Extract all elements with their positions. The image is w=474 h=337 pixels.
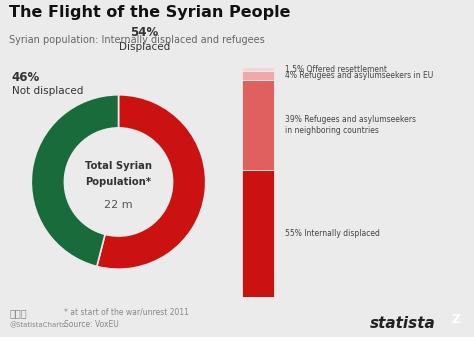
- Text: 1.5% Offered resettlement: 1.5% Offered resettlement: [285, 65, 387, 73]
- Wedge shape: [31, 95, 118, 267]
- Text: Total Syrian: Total Syrian: [85, 161, 152, 171]
- Text: * at start of the war/unrest 2011: * at start of the war/unrest 2011: [64, 307, 189, 316]
- Text: ⓒⓘⓢ: ⓒⓘⓢ: [9, 308, 27, 318]
- Text: 39% Refugees and asylumseekers
in neighboring countries: 39% Refugees and asylumseekers in neighb…: [285, 115, 416, 135]
- Text: Z: Z: [452, 313, 461, 326]
- Bar: [242, 170, 274, 297]
- Text: Source: VoxEU: Source: VoxEU: [64, 319, 119, 329]
- Wedge shape: [97, 95, 206, 269]
- Text: @StatistaCharts: @StatistaCharts: [9, 321, 66, 328]
- Bar: [242, 71, 274, 80]
- Bar: [242, 80, 274, 170]
- Text: 54%: 54%: [130, 26, 159, 39]
- Text: 46%: 46%: [12, 71, 40, 84]
- Text: Syrian population: Internally displaced and refugees: Syrian population: Internally displaced …: [9, 35, 265, 45]
- Text: Not displaced: Not displaced: [12, 86, 83, 96]
- Bar: [242, 67, 274, 71]
- Text: The Flight of the Syrian People: The Flight of the Syrian People: [9, 5, 291, 20]
- Text: Population*: Population*: [85, 177, 152, 187]
- Text: 22 m: 22 m: [104, 200, 133, 210]
- Text: 4% Refugees and asylumseekers in EU: 4% Refugees and asylumseekers in EU: [285, 71, 433, 80]
- Text: 55% Internally displaced: 55% Internally displaced: [285, 229, 380, 238]
- Text: Displaced: Displaced: [119, 42, 170, 52]
- Text: statista: statista: [370, 316, 436, 331]
